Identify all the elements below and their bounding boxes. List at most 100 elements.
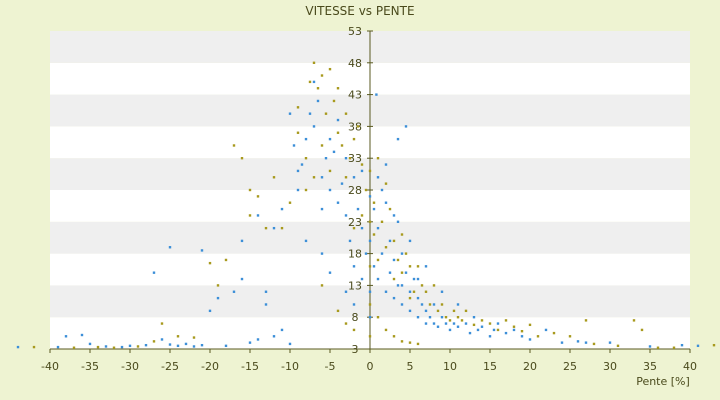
- x-tick-label: 0: [367, 360, 374, 373]
- x-tick-label: 5: [407, 360, 414, 373]
- scatter-point-blue: [584, 341, 588, 344]
- scatter-point-blue: [368, 195, 372, 198]
- scatter-point-olive: [336, 87, 340, 90]
- scatter-point-blue: [300, 163, 304, 166]
- scatter-point-blue: [184, 342, 188, 346]
- scatter-point-blue: [404, 125, 408, 128]
- scatter-point-olive: [416, 342, 420, 346]
- scatter-point-blue: [408, 309, 412, 313]
- scatter-point-blue: [352, 176, 356, 179]
- scatter-point-blue: [428, 316, 432, 319]
- scatter-point-blue: [364, 252, 368, 255]
- scatter-point-olive: [72, 346, 76, 349]
- scatter-point-blue: [288, 112, 292, 115]
- scatter-point-blue: [388, 271, 392, 274]
- scatter-point-blue: [232, 290, 236, 293]
- x-tick-label: 10: [443, 360, 457, 373]
- scatter-point-olive: [364, 188, 368, 192]
- x-tick-label: 25: [563, 360, 577, 373]
- scatter-point-blue: [224, 344, 228, 348]
- scatter-point-blue: [528, 338, 532, 341]
- scatter-point-blue: [472, 316, 476, 319]
- y-tick-label: 3: [352, 343, 359, 356]
- scatter-point-blue: [88, 342, 92, 346]
- scatter-point-olive: [408, 265, 412, 268]
- scatter-point-blue: [380, 252, 384, 255]
- scatter-point-olive: [240, 157, 244, 160]
- scatter-point-olive: [232, 144, 236, 147]
- scatter-point-blue: [384, 163, 388, 166]
- scatter-point-olive: [400, 340, 404, 343]
- scatter-point-olive: [428, 303, 432, 306]
- scatter-point-olive: [192, 336, 196, 339]
- x-tick-label: -35: [81, 360, 99, 373]
- scatter-point-blue: [120, 345, 124, 349]
- x-axis: -40 -35 -30 -25 -20 -15 -10 -5 0 5 10 15 20 25 30 35 40: [41, 348, 697, 373]
- scatter-point-blue: [480, 325, 484, 328]
- scatter-point-olive: [216, 284, 220, 287]
- data-points: [16, 61, 716, 349]
- scatter-point-blue: [328, 271, 332, 274]
- scatter-point-blue: [280, 207, 284, 211]
- scatter-point-olive: [320, 284, 324, 287]
- x-tick-label: -25: [161, 360, 179, 373]
- scatter-point-blue: [368, 290, 372, 293]
- y-tick-label: 43: [348, 89, 362, 102]
- scatter-point-olive: [404, 252, 408, 255]
- scatter-point-blue: [328, 188, 332, 192]
- scatter-point-blue: [520, 335, 524, 338]
- scatter-point-blue: [168, 343, 172, 346]
- scatter-point-blue: [496, 322, 500, 325]
- scatter-point-blue: [396, 137, 400, 141]
- scatter-point-olive: [376, 316, 380, 319]
- scatter-point-olive: [392, 277, 396, 281]
- scatter-point-blue: [332, 150, 336, 154]
- scatter-point-blue: [416, 296, 420, 300]
- scatter-point-blue: [384, 290, 388, 293]
- scatter-point-blue: [368, 239, 372, 243]
- scatter-point-blue: [608, 341, 612, 344]
- scatter-point-blue: [320, 176, 324, 179]
- x-tick-label: -5: [325, 360, 336, 373]
- scatter-point-olive: [324, 112, 328, 115]
- scatter-point-blue: [208, 309, 212, 313]
- scatter-point-olive: [368, 265, 372, 268]
- scatter-point-blue: [384, 201, 388, 204]
- scatter-point-olive: [356, 125, 360, 128]
- scatter-point-olive: [592, 342, 596, 346]
- scatter-point-blue: [104, 345, 108, 348]
- scatter-point-olive: [360, 163, 364, 166]
- scatter-point-olive: [336, 309, 340, 313]
- scatter-point-olive: [640, 328, 644, 332]
- scatter-point-blue: [400, 252, 404, 255]
- scatter-point-olive: [584, 319, 588, 322]
- scatter-point-blue: [392, 296, 396, 300]
- scatter-point-blue: [436, 325, 440, 328]
- scatter-point-blue: [388, 239, 392, 243]
- scatter-point-blue: [368, 316, 372, 319]
- scatter-point-olive: [112, 346, 116, 349]
- scatter-point-olive: [316, 87, 320, 90]
- scatter-point-blue: [372, 207, 376, 211]
- scatter-point-olive: [208, 261, 212, 265]
- y-tick-label: 13: [348, 279, 362, 292]
- scatter-point-blue: [352, 303, 356, 306]
- scatter-point-blue: [356, 207, 360, 211]
- scatter-point-olive: [288, 201, 292, 204]
- scatter-point-olive: [352, 328, 356, 332]
- scatter-point-blue: [248, 341, 252, 344]
- y-tick-label: 28: [348, 184, 362, 197]
- scatter-point-blue: [424, 309, 428, 313]
- scatter-point-olive: [432, 284, 436, 287]
- scatter-point-blue: [464, 322, 468, 325]
- scatter-point-blue: [344, 290, 348, 293]
- scatter-point-blue: [348, 239, 352, 243]
- scatter-point-blue: [240, 277, 244, 281]
- scatter-point-olive: [420, 284, 424, 287]
- scatter-point-blue: [304, 137, 308, 141]
- scatter-point-blue: [288, 342, 292, 346]
- scatter-point-blue: [56, 345, 60, 349]
- y-tick-label: 23: [348, 216, 362, 229]
- scatter-point-olive: [352, 137, 356, 141]
- scatter-point-olive: [512, 325, 516, 328]
